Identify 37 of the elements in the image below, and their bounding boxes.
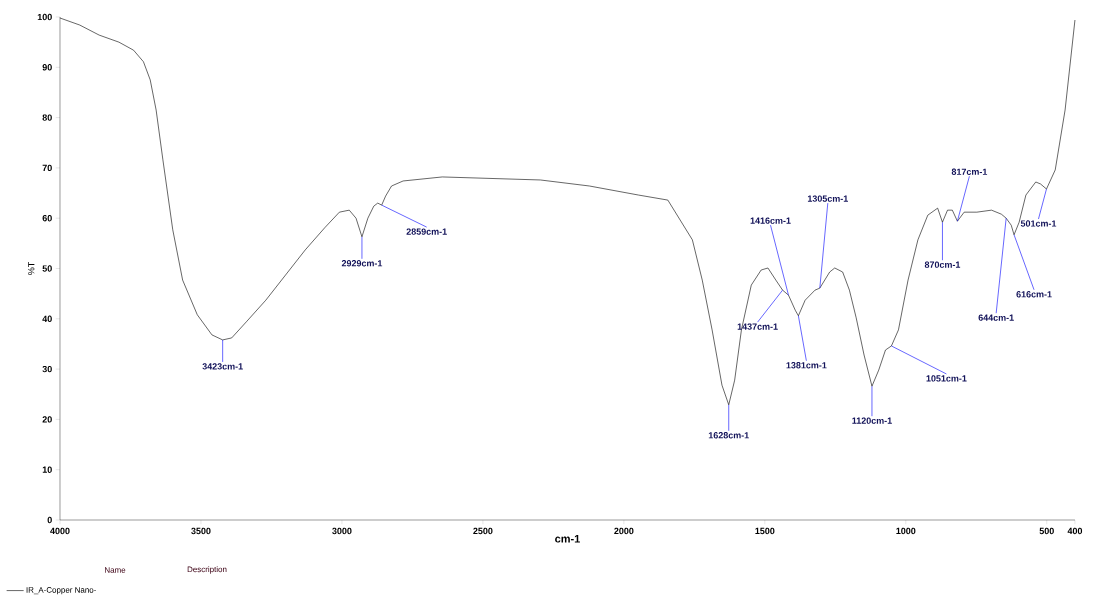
x-tick-label: 3000 [332,527,352,535]
annotation: 616cm-1 [1016,291,1052,298]
annotation: 1381cm-1 [786,362,827,369]
y-tick-label: 40 [42,315,52,322]
annotation: 1120cm-1 [852,417,892,424]
x-tick-label: 1500 [755,527,775,535]
y-axis-title: %T [28,261,35,275]
annotation: 817cm-1 [951,168,988,175]
annotation: 3423cm-1 [202,363,243,370]
x-tick-label: 2000 [614,527,634,535]
x-tick-label: 1000 [896,527,916,535]
y-tick-label: 30 [42,365,52,373]
annotation: 1628cm-1 [708,432,749,439]
y-tick-label: 20 [42,416,52,423]
y-tick-label: 70 [42,164,52,172]
x-tick-label: 3500 [191,527,211,535]
annotation: 1437cm-1 [737,323,778,330]
x-tick-label: 4000 [50,527,70,535]
x-tick-label: 2500 [473,527,493,535]
x-axis-title: cm-1 [555,534,580,543]
annotation: 2859cm-1 [406,228,447,235]
annotation: 644cm-1 [978,314,1014,321]
y-tick-label: 60 [42,215,52,222]
annotation: 501cm-1 [1020,220,1057,227]
y-tick-label: 0 [47,516,52,524]
annotation: 1416cm-1 [750,217,791,224]
y-tick-label: 10 [42,466,52,473]
annotation: 1051cm-1 [926,375,967,382]
annotation: 1305cm-1 [807,195,848,202]
x-tick-label: 400 [1067,527,1083,535]
y-tick-label: 100 [37,13,52,21]
annotation: 2929cm-1 [341,260,383,267]
y-tick-label: 50 [42,265,52,272]
x-tick-label: 500 [1039,527,1054,535]
y-tick-label: 80 [42,114,52,121]
y-tick-label: 90 [42,64,52,71]
annotation: 870cm-1 [924,261,961,268]
